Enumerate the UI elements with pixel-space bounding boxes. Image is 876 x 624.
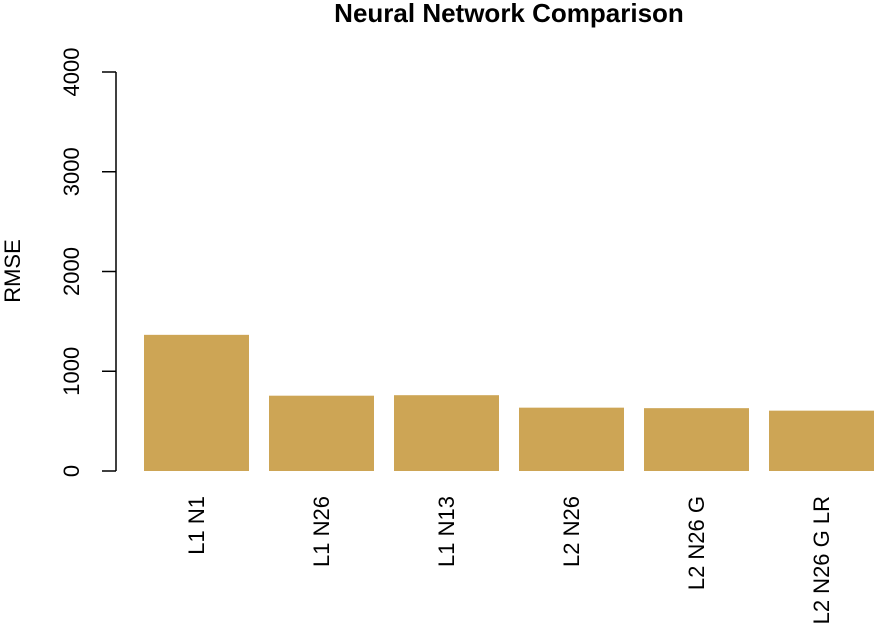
y-tick-label-0: 0 — [59, 465, 84, 477]
x-tick-label-5: L2 N26 G LR — [809, 496, 834, 624]
bar-1 — [269, 395, 374, 471]
y-tick-label-4: 4000 — [59, 48, 84, 97]
chart-title: Neural Network Comparison — [334, 0, 684, 28]
x-tick-label-3: L2 N26 — [559, 496, 584, 567]
x-axis-labels: L1 N1 L1 N26 L1 N13 L2 N26 L2 N26 G L2 N26 G … — [184, 496, 834, 624]
bar-5 — [769, 410, 874, 471]
bar-2 — [394, 395, 499, 471]
y-axis-ticks: 0 1000 2000 3000 4000 — [59, 48, 116, 477]
bars — [144, 334, 874, 471]
x-tick-label-1: L1 N26 — [309, 496, 334, 567]
x-tick-label-4: L2 N26 G — [684, 496, 709, 590]
x-tick-label-0: L1 N1 — [184, 496, 209, 555]
bar-3 — [519, 407, 624, 471]
bar-0 — [144, 334, 249, 471]
y-tick-label-3: 3000 — [59, 147, 84, 196]
y-tick-label-2: 2000 — [59, 247, 84, 296]
y-tick-label-1: 1000 — [59, 347, 84, 396]
bar-4 — [644, 408, 749, 471]
y-axis-label: RMSE — [0, 239, 25, 303]
x-tick-label-2: L1 N13 — [434, 496, 459, 567]
